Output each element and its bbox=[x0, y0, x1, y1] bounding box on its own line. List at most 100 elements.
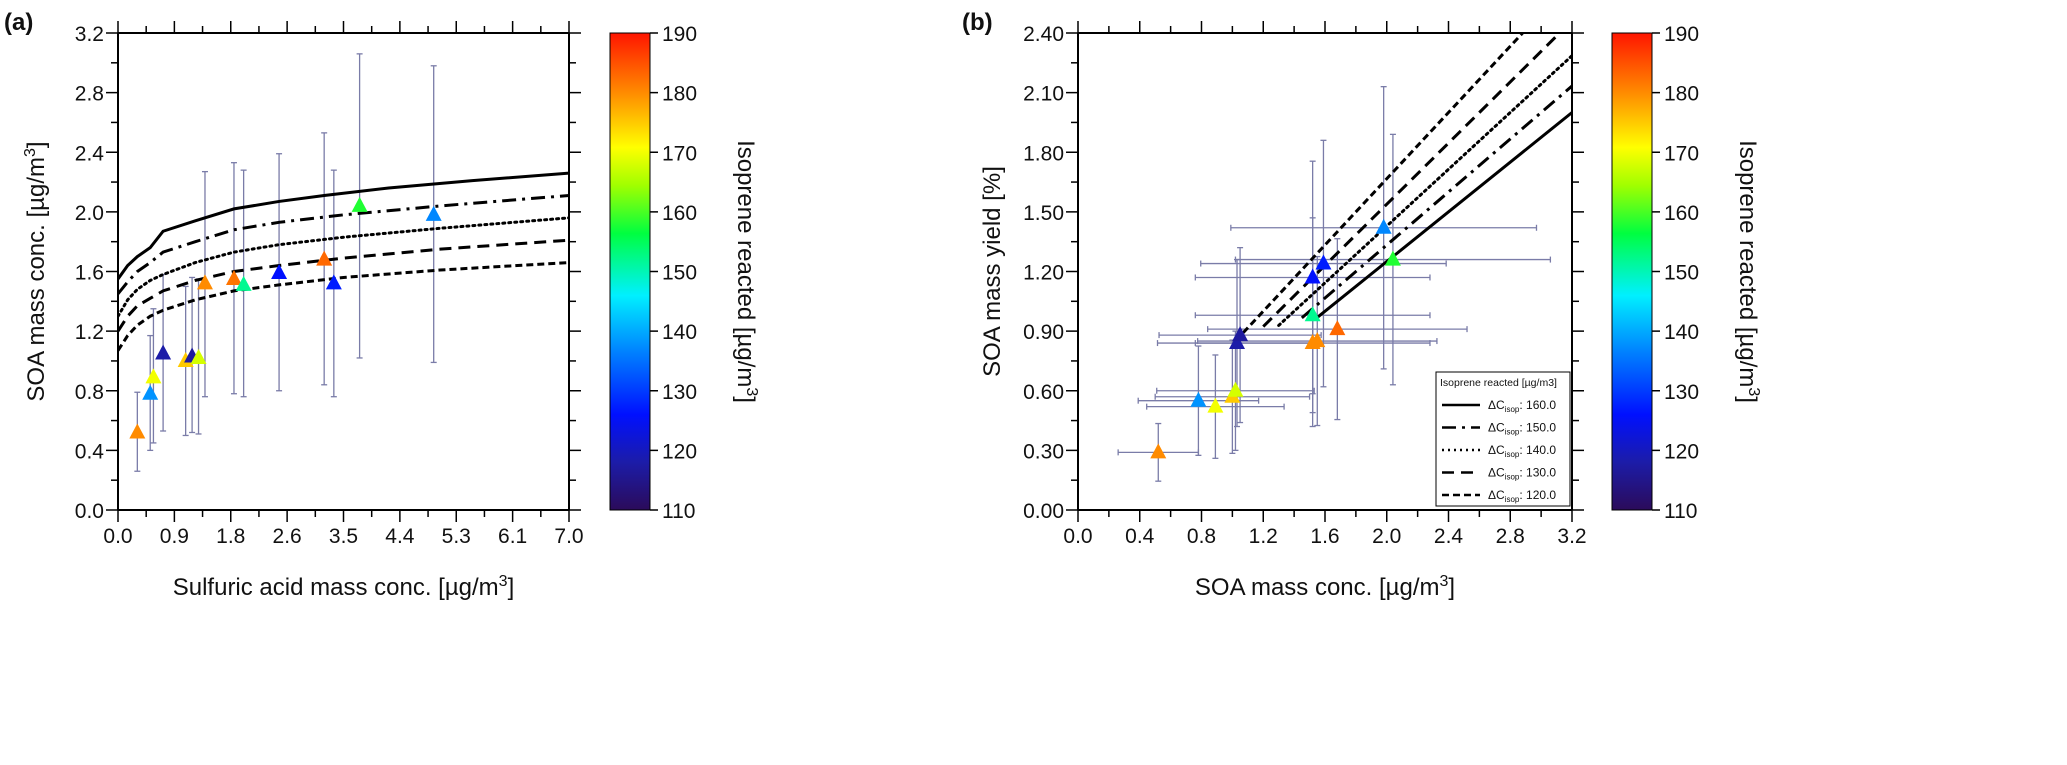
x-tick-label: 5.3 bbox=[442, 525, 471, 548]
model-line-120 bbox=[1242, 33, 1525, 334]
plot-area bbox=[1117, 33, 1572, 482]
data-point-triangle bbox=[1384, 250, 1401, 266]
x-tick-label: 0.8 bbox=[1187, 525, 1216, 548]
y-tick-label: 2.0 bbox=[75, 202, 104, 225]
legend-entry-label: ΔCisop: 150.0 bbox=[1488, 421, 1556, 437]
colorbar-tick-label: 110 bbox=[662, 500, 695, 523]
data-point-triangle bbox=[1207, 397, 1224, 413]
y-tick-label: 1.20 bbox=[1023, 262, 1064, 285]
data-point-triangle bbox=[316, 250, 333, 266]
data-point-triangle bbox=[1309, 332, 1326, 348]
y-axis-title: SOA mass yield [%] bbox=[979, 166, 1006, 377]
data-point-triangle bbox=[1232, 326, 1249, 342]
colorbar-tick-label: 190 bbox=[1664, 23, 1699, 46]
data-point-triangle bbox=[1227, 381, 1244, 397]
x-tick-label: 2.0 bbox=[1372, 525, 1401, 548]
x-tick-label: 6.1 bbox=[498, 525, 527, 548]
data-point-triangle bbox=[145, 368, 162, 384]
y-tick-label: 1.2 bbox=[75, 321, 104, 344]
colorbar-tick-label: 110 bbox=[1664, 500, 1697, 523]
data-point-triangle bbox=[425, 205, 442, 221]
colorbar-title: Isoprene reacted [µg/m3] bbox=[1734, 140, 1762, 403]
model-line-130 bbox=[1262, 33, 1562, 328]
x-tick-label: 0.0 bbox=[103, 525, 132, 548]
model-line-150 bbox=[1300, 84, 1572, 320]
colorbar-tick-label: 180 bbox=[1664, 83, 1699, 106]
colorbar-tick-label: 140 bbox=[1664, 321, 1699, 344]
panel-label: (a) bbox=[4, 9, 33, 36]
data-point-triangle bbox=[1315, 254, 1332, 270]
x-tick-label: 2.8 bbox=[1496, 525, 1525, 548]
data-point-triangle bbox=[196, 274, 213, 290]
data-point-triangle bbox=[129, 423, 146, 439]
colorbar-tick-label: 170 bbox=[662, 142, 697, 165]
x-axis-title: Sulfuric acid mass conc. [µg/m3] bbox=[173, 573, 515, 601]
y-tick-label: 2.8 bbox=[75, 83, 104, 106]
colorbar-tick-label: 170 bbox=[1664, 142, 1699, 165]
x-tick-label: 0.0 bbox=[1063, 525, 1092, 548]
legend-entry-label: ΔCisop: 140.0 bbox=[1488, 443, 1556, 459]
data-point-triangle bbox=[1375, 218, 1392, 234]
colorbar bbox=[609, 32, 651, 511]
colorbar-tick-label: 190 bbox=[662, 23, 697, 46]
x-tick-label: 3.2 bbox=[1557, 525, 1586, 548]
model-curve-130 bbox=[118, 238, 569, 332]
data-point-triangle bbox=[1150, 443, 1167, 459]
model-curve-160 bbox=[118, 171, 569, 280]
x-tick-label: 7.0 bbox=[554, 525, 583, 548]
colorbar-tick-label: 150 bbox=[1664, 262, 1699, 285]
data-point-triangle bbox=[225, 269, 242, 285]
y-tick-label: 0.30 bbox=[1023, 440, 1064, 463]
panel-a: (a) 0.0 0.9 1.8 2.6 3.5 4.4 5.3 6.1 7.0 0.0 0.4 0.8 1… bbox=[4, 9, 760, 601]
data-point-triangle bbox=[351, 196, 368, 212]
colorbar-tick-label: 130 bbox=[1664, 381, 1699, 404]
legend-entry-label: ΔCisop: 130.0 bbox=[1488, 466, 1556, 482]
data-point-triangle bbox=[1304, 306, 1321, 322]
legend-entry-label: ΔCisop: 120.0 bbox=[1488, 488, 1556, 504]
x-tick-label: 4.4 bbox=[385, 525, 415, 548]
colorbar-title: Isoprene reacted [µg/m3] bbox=[732, 140, 760, 403]
plot-area bbox=[118, 53, 569, 472]
x-tick-label: 1.8 bbox=[216, 525, 245, 548]
x-axis-title: SOA mass conc. [µg/m3] bbox=[1195, 573, 1455, 601]
data-point-triangle bbox=[1329, 320, 1346, 336]
legend-box bbox=[1435, 371, 1571, 507]
y-tick-label: 0.8 bbox=[75, 381, 104, 404]
model-line-140 bbox=[1277, 53, 1572, 327]
x-tick-label: 2.6 bbox=[273, 525, 302, 548]
y-tick-label: 0.0 bbox=[75, 500, 104, 523]
y-tick-label: 1.6 bbox=[75, 262, 104, 285]
y-tick-label: 3.2 bbox=[75, 23, 104, 46]
panel-b: (b) 0.0 0.4 0.8 1.2 1.6 2.0 2.4 2.8 3.2 0.00 0.30 0.… bbox=[962, 9, 1762, 601]
y-tick-label: 2.40 bbox=[1023, 23, 1064, 46]
y-tick-label: 2.4 bbox=[75, 142, 105, 165]
model-curve-150 bbox=[118, 193, 569, 295]
data-point-triangle bbox=[142, 384, 159, 400]
colorbar-tick-label: 120 bbox=[1664, 440, 1699, 463]
data-point-triangle bbox=[235, 275, 252, 291]
x-tick-label: 2.4 bbox=[1434, 525, 1464, 548]
colorbar-tick-label: 140 bbox=[662, 321, 697, 344]
colorbar-tick-label: 160 bbox=[662, 202, 697, 225]
y-tick-label: 1.80 bbox=[1023, 142, 1064, 165]
x-tick-label: 0.9 bbox=[160, 525, 189, 548]
x-tick-label: 1.2 bbox=[1249, 525, 1278, 548]
panel-label: (b) bbox=[962, 9, 993, 36]
y-tick-label: 0.00 bbox=[1023, 500, 1064, 523]
data-point-triangle bbox=[271, 263, 288, 279]
colorbar-tick-label: 180 bbox=[662, 83, 697, 106]
y-tick-label: 0.90 bbox=[1023, 321, 1064, 344]
x-tick-label: 1.6 bbox=[1310, 525, 1339, 548]
data-point-triangle bbox=[155, 344, 172, 360]
model-curve-140 bbox=[118, 216, 569, 318]
y-tick-label: 2.10 bbox=[1023, 83, 1064, 106]
y-tick-label: 0.4 bbox=[75, 440, 105, 463]
colorbar-tick-label: 160 bbox=[1664, 202, 1699, 225]
data-point-triangle bbox=[190, 348, 207, 364]
legend-title: Isoprene reacted [µg/m3] bbox=[1440, 377, 1557, 389]
y-tick-label: 1.50 bbox=[1023, 202, 1064, 225]
model-curve-120 bbox=[118, 261, 569, 352]
data-point-triangle bbox=[177, 351, 194, 367]
colorbar-tick-label: 150 bbox=[662, 262, 697, 285]
